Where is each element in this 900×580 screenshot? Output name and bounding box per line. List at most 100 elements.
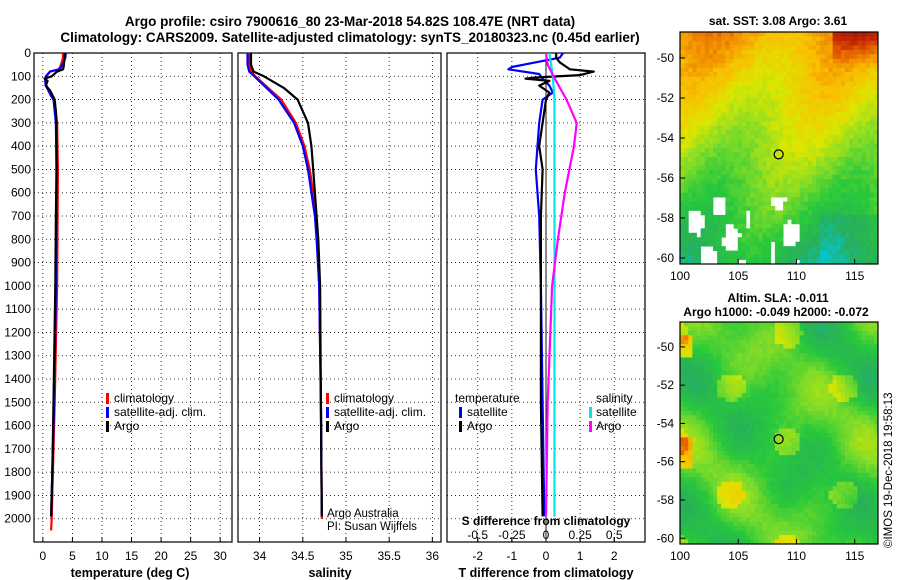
- map-cell: [754, 410, 759, 416]
- map-cell: [853, 415, 858, 421]
- map-cell: [803, 134, 809, 140]
- map-cell: [803, 67, 809, 73]
- map-cell: [803, 370, 809, 376]
- map-cell: [770, 472, 776, 478]
- map-cell: [729, 357, 735, 363]
- map-cell: [692, 348, 697, 354]
- map-cell: [754, 401, 759, 407]
- map-cell: [824, 67, 829, 73]
- map-cell: [783, 477, 788, 483]
- map-cell: [832, 76, 838, 82]
- map-cell: [840, 152, 846, 158]
- map-cell: [824, 348, 829, 354]
- map-cell: [680, 156, 685, 162]
- map-cell: [680, 481, 685, 487]
- map-cell: [803, 366, 809, 372]
- map-cell: [746, 179, 751, 185]
- map-cell: [750, 322, 755, 327]
- map-cell: [746, 339, 751, 345]
- map-cell: [807, 67, 813, 73]
- map-cell: [717, 103, 722, 109]
- map-cell: [836, 76, 842, 82]
- map-cell: [865, 206, 871, 211]
- map-cell: [783, 521, 788, 527]
- map-cell: [737, 228, 743, 234]
- map-cell: [708, 81, 714, 86]
- map-cell: [680, 161, 685, 167]
- map-cell: [713, 361, 718, 367]
- map-cell: [688, 152, 693, 158]
- map-cell: [708, 393, 714, 398]
- map-cell: [770, 348, 776, 354]
- map-cell: [758, 255, 763, 260]
- map-cell: [717, 322, 722, 327]
- map-cell: [816, 486, 821, 492]
- map-cell: [869, 535, 875, 540]
- map-cell: [824, 375, 829, 381]
- map-cell: [861, 344, 867, 350]
- map-cell: [803, 94, 809, 100]
- map-cell: [774, 107, 780, 113]
- map-cell: [684, 232, 689, 238]
- map-y-tick-label: -58: [657, 211, 675, 225]
- map-cell: [741, 410, 747, 416]
- map-cell: [721, 508, 726, 514]
- map-cell: [853, 495, 858, 500]
- map-cell: [824, 255, 829, 260]
- map-cell: [766, 72, 772, 78]
- map-cell: [684, 459, 689, 465]
- map-cell: [799, 139, 805, 144]
- map-cell: [865, 388, 871, 394]
- map-cell: [832, 370, 838, 376]
- map-cell: [741, 428, 747, 434]
- map-cell: [741, 424, 747, 429]
- map-cell: [857, 370, 862, 376]
- map-cell: [812, 464, 817, 469]
- map-cell: [774, 152, 780, 158]
- map-cell: [799, 477, 805, 483]
- map-cell: [779, 223, 784, 229]
- map-cell: [750, 472, 755, 478]
- map-cell: [873, 107, 879, 113]
- map-cell: [684, 384, 689, 389]
- map-cell: [717, 152, 722, 158]
- map-cell: [688, 477, 693, 483]
- map-cell: [824, 437, 829, 443]
- map-cell: [729, 98, 735, 104]
- map-cell: [824, 499, 829, 505]
- map-cell: [824, 357, 829, 363]
- map-cell: [729, 255, 735, 260]
- map-cell: [865, 361, 871, 367]
- map-cell: [729, 526, 735, 532]
- map-cell: [795, 170, 801, 176]
- map-cell: [783, 424, 788, 429]
- map-cell: [766, 54, 772, 60]
- map-cell: [812, 223, 817, 229]
- map-cell: [812, 499, 817, 505]
- map-cell: [741, 446, 747, 452]
- map-cell: [853, 170, 858, 176]
- map-cell: [762, 98, 768, 104]
- map-cell: [766, 388, 772, 394]
- map-cell: [840, 45, 846, 51]
- map-cell: [708, 397, 714, 403]
- map-cell: [733, 250, 739, 256]
- map-cell: [688, 197, 693, 202]
- map-cell: [865, 32, 871, 37]
- map-cell: [849, 428, 854, 434]
- map-cell: [861, 419, 867, 425]
- map-cell: [795, 121, 801, 127]
- map-cell: [865, 228, 871, 234]
- map-cell: [741, 246, 747, 252]
- map-cell: [684, 375, 689, 381]
- map-cell: [717, 512, 722, 518]
- map-cell: [828, 246, 834, 252]
- map-cell: [688, 322, 693, 327]
- map-cell: [741, 415, 747, 421]
- map-cell: [737, 530, 743, 536]
- map-cell: [708, 446, 714, 452]
- map-cell: [799, 384, 805, 389]
- map-cell: [787, 370, 792, 376]
- map-cell: [741, 490, 747, 496]
- map-cell: [750, 433, 755, 438]
